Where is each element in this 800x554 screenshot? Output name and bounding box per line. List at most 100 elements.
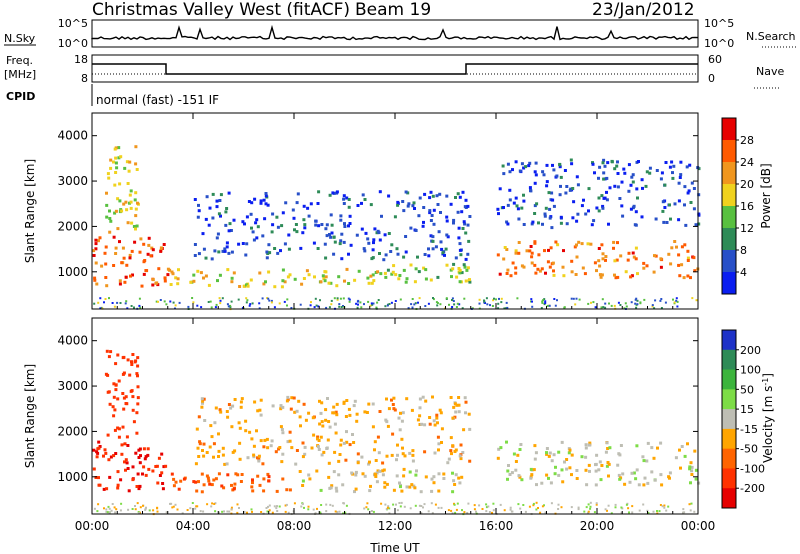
echo-cell	[194, 462, 198, 466]
echo-cell	[165, 303, 168, 306]
echo-cell	[689, 461, 693, 465]
echo-cell	[660, 298, 663, 300]
echo-cell	[401, 452, 405, 456]
echo-cell	[444, 247, 448, 251]
echo-cell	[478, 302, 481, 305]
nsky-trace	[91, 24, 699, 41]
echo-cell	[344, 458, 348, 462]
echo-cell	[337, 459, 341, 463]
echo-cell	[575, 255, 579, 259]
echo-cell	[543, 249, 546, 253]
echo-cell	[240, 473, 244, 476]
echo-cell	[601, 204, 605, 208]
echo-cell	[598, 460, 602, 464]
echo-cell	[534, 161, 538, 165]
echo-cell	[297, 399, 301, 403]
echo-cell	[288, 439, 292, 443]
echo-cell	[136, 385, 140, 389]
echo-cell	[226, 510, 229, 513]
echo-cell	[458, 271, 462, 275]
echo-cell	[120, 443, 124, 447]
echo-cell	[604, 255, 608, 258]
echo-cell	[634, 477, 638, 481]
echo-cell	[195, 489, 199, 493]
echo-cell	[104, 276, 108, 279]
echo-cell	[370, 257, 374, 261]
echo-cell	[607, 462, 611, 466]
echo-cell	[333, 297, 336, 300]
echo-cell	[340, 232, 344, 236]
echo-cell	[374, 473, 378, 477]
echo-cell	[689, 201, 693, 204]
echo-cell	[367, 241, 371, 245]
colorbar-segment	[722, 488, 736, 509]
echo-cell	[565, 458, 569, 461]
echo-cell	[373, 440, 377, 444]
echo-cell	[392, 503, 395, 506]
echo-cell	[354, 470, 358, 474]
echo-cell	[142, 260, 146, 264]
echo-cell	[300, 505, 303, 508]
echo-cell	[96, 510, 99, 513]
echo-cell	[456, 210, 460, 214]
echo-cell	[359, 301, 362, 304]
echo-cell	[251, 489, 255, 493]
echo-cell	[107, 355, 111, 359]
echo-cell	[602, 306, 605, 309]
echo-cell	[642, 266, 646, 270]
echo-cell	[233, 482, 237, 486]
echo-cell	[319, 280, 323, 284]
echo-cell	[328, 306, 331, 309]
echo-cell	[427, 510, 430, 513]
echo-cell	[150, 246, 154, 250]
echo-cell	[257, 459, 261, 463]
echo-cell	[366, 237, 370, 241]
echo-cell	[446, 235, 450, 239]
echo-cell	[264, 202, 268, 206]
echo-cell	[408, 485, 412, 489]
echo-cell	[168, 268, 172, 272]
echo-cell	[691, 297, 694, 300]
echo-cell	[284, 504, 287, 507]
echo-cell	[94, 247, 98, 251]
echo-cell	[169, 300, 172, 303]
echo-cell	[114, 156, 118, 160]
echo-cell	[327, 475, 331, 479]
echo-cell	[529, 476, 533, 480]
echo-cell	[182, 477, 186, 481]
echo-cell	[635, 187, 639, 191]
echo-cell	[514, 249, 518, 253]
echo-cell	[347, 198, 351, 201]
echo-cell	[130, 249, 134, 253]
echo-cell	[587, 187, 591, 191]
echo-cell	[103, 251, 107, 255]
colorbar-tick-label: 200	[740, 344, 761, 357]
echo-cell	[642, 483, 646, 487]
echo-cell	[320, 401, 324, 405]
echo-cell	[157, 300, 159, 303]
echo-cell	[256, 409, 260, 413]
echo-cell	[278, 446, 282, 449]
echo-cell	[411, 306, 414, 309]
echo-cell	[590, 301, 592, 304]
echo-cell	[534, 451, 538, 455]
echo-cell	[461, 190, 465, 194]
echo-cell	[172, 484, 176, 488]
echo-cell	[283, 300, 286, 303]
echo-cell	[418, 414, 422, 418]
echo-cell	[136, 472, 140, 476]
echo-cell	[193, 198, 197, 201]
echo-cell	[445, 233, 449, 237]
echo-cell	[620, 506, 623, 509]
echo-cell	[342, 197, 346, 201]
echo-cell	[259, 398, 263, 402]
echo-cell	[553, 298, 556, 300]
echo-cell	[285, 503, 288, 506]
echo-cell	[442, 477, 446, 480]
echo-cell	[217, 449, 221, 453]
echo-cell	[436, 203, 440, 206]
echo-cell	[118, 240, 121, 244]
echo-cell	[598, 264, 602, 268]
echo-cell	[129, 274, 132, 278]
echo-cell	[552, 273, 556, 277]
